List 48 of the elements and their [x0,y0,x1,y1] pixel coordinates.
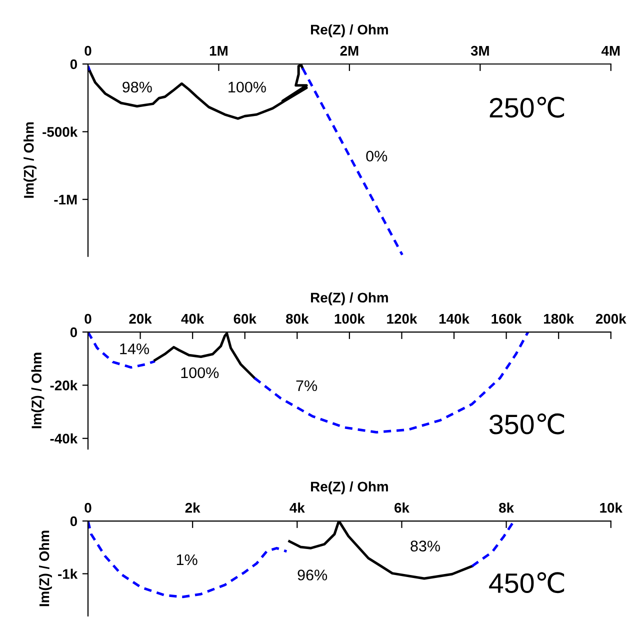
y-tick-label: 0 [70,327,78,338]
x-tick-label: 80k [286,314,309,324]
x-tick-label: 8k [499,502,514,513]
x-tick-label: 20k [129,314,152,324]
annotation: 14% [120,344,150,354]
y-axis-title: Im(Z) / Ohm [39,530,52,606]
x-axis-title: Re(Z) / Ohm [311,481,388,494]
x-tick-label: 100k [334,314,365,324]
x-tick-label: 140k [439,314,470,324]
annotation: 83% [410,540,440,552]
x-tick-label: 2k [185,502,200,513]
y-axis-title: Im(Z) / Ohm [31,352,44,428]
x-tick-label: 10k [600,502,622,513]
annotation: 100% [228,82,266,93]
x-tick-label: 180k [544,314,574,324]
x-tick-label: 160k [492,314,522,324]
y-tick-label: 0 [70,59,78,70]
x-tick-label: 0 [84,46,92,56]
x-tick-label: 0 [84,314,92,324]
annotation: 250℃ [490,96,564,118]
y-tick-label: -20k [50,380,78,390]
x-tick-label: 2M [340,46,358,56]
y-tick-label: -1M [54,194,77,204]
x-tick-label: 60k [234,314,256,324]
y-tick-label: -1k [58,568,78,579]
annotation: 350℃ [490,413,564,434]
y-tick-label: -40k [50,433,78,444]
x-tick-label: 40k [181,314,204,324]
annotation: 100% [181,367,219,378]
y-axis-title: Im(Z) / Ohm [24,122,37,198]
x-axis-title: Re(Z) / Ohm [311,24,388,38]
annotation: 7% [296,380,318,392]
x-tick-label: 200k [596,314,626,324]
x-axis-title: Re(Z) / Ohm [311,292,388,306]
y-tick-label: -500k [42,126,78,137]
x-tick-label: 120k [387,314,418,324]
annotation: 450℃ [489,572,564,594]
annotation: 1% [176,554,198,566]
x-tick-label: 0 [84,502,92,513]
x-tick-label: 4k [290,502,305,513]
x-tick-label: 3M [470,46,489,56]
annotation: 98% [122,82,152,93]
x-tick-label: 6k [394,502,410,513]
annotation: 96% [298,570,328,580]
y-tick-label: 0 [70,516,78,526]
annotation: 0% [366,150,388,162]
x-tick-label: 1M [210,46,228,56]
x-tick-label: 4M [601,46,620,56]
